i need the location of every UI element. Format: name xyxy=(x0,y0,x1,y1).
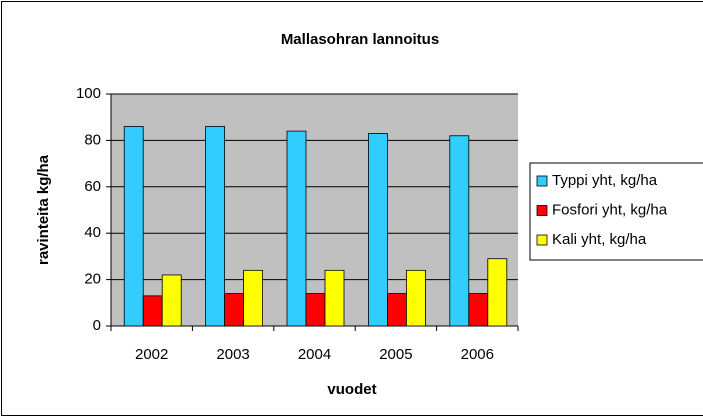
legend-label: Typpi yht, kg/ha xyxy=(552,172,658,189)
y-tick-label: 40 xyxy=(84,224,101,241)
bar xyxy=(305,293,326,327)
legend-swatch xyxy=(536,205,548,216)
y-tick-label: 80 xyxy=(84,131,101,148)
legend xyxy=(529,162,703,261)
x-tick-label: 2006 xyxy=(461,346,494,363)
legend-swatch xyxy=(536,175,548,187)
bar xyxy=(367,133,388,327)
legend-label: Fosfori yht, kg/ha xyxy=(552,201,668,218)
bar xyxy=(123,126,144,327)
bar xyxy=(286,130,307,327)
bar xyxy=(449,135,470,327)
bar xyxy=(161,274,182,327)
y-axis-label: ravinteita kg/ha xyxy=(35,154,52,265)
legend-label: Kali yht, kg/ha xyxy=(552,231,647,248)
y-tick-label: 0 xyxy=(93,317,101,334)
bar xyxy=(205,126,226,327)
y-tick-label: 100 xyxy=(76,85,101,102)
bar xyxy=(405,269,426,327)
bar xyxy=(243,269,264,327)
chart-title: Mallasohran lannoitus xyxy=(281,31,439,48)
bar xyxy=(386,293,407,327)
x-tick-label: 2002 xyxy=(135,346,168,363)
x-tick-label: 2005 xyxy=(379,346,412,363)
x-tick-label: 2004 xyxy=(298,346,331,363)
x-tick-label: 2003 xyxy=(216,346,249,363)
bar xyxy=(324,269,345,327)
y-tick-label: 20 xyxy=(84,271,101,288)
bar xyxy=(142,295,163,327)
bar xyxy=(468,293,489,327)
bar xyxy=(487,258,508,327)
bar xyxy=(224,293,245,327)
x-axis-label: vuodet xyxy=(327,381,376,398)
y-tick-label: 60 xyxy=(84,178,101,195)
legend-swatch xyxy=(536,234,548,246)
